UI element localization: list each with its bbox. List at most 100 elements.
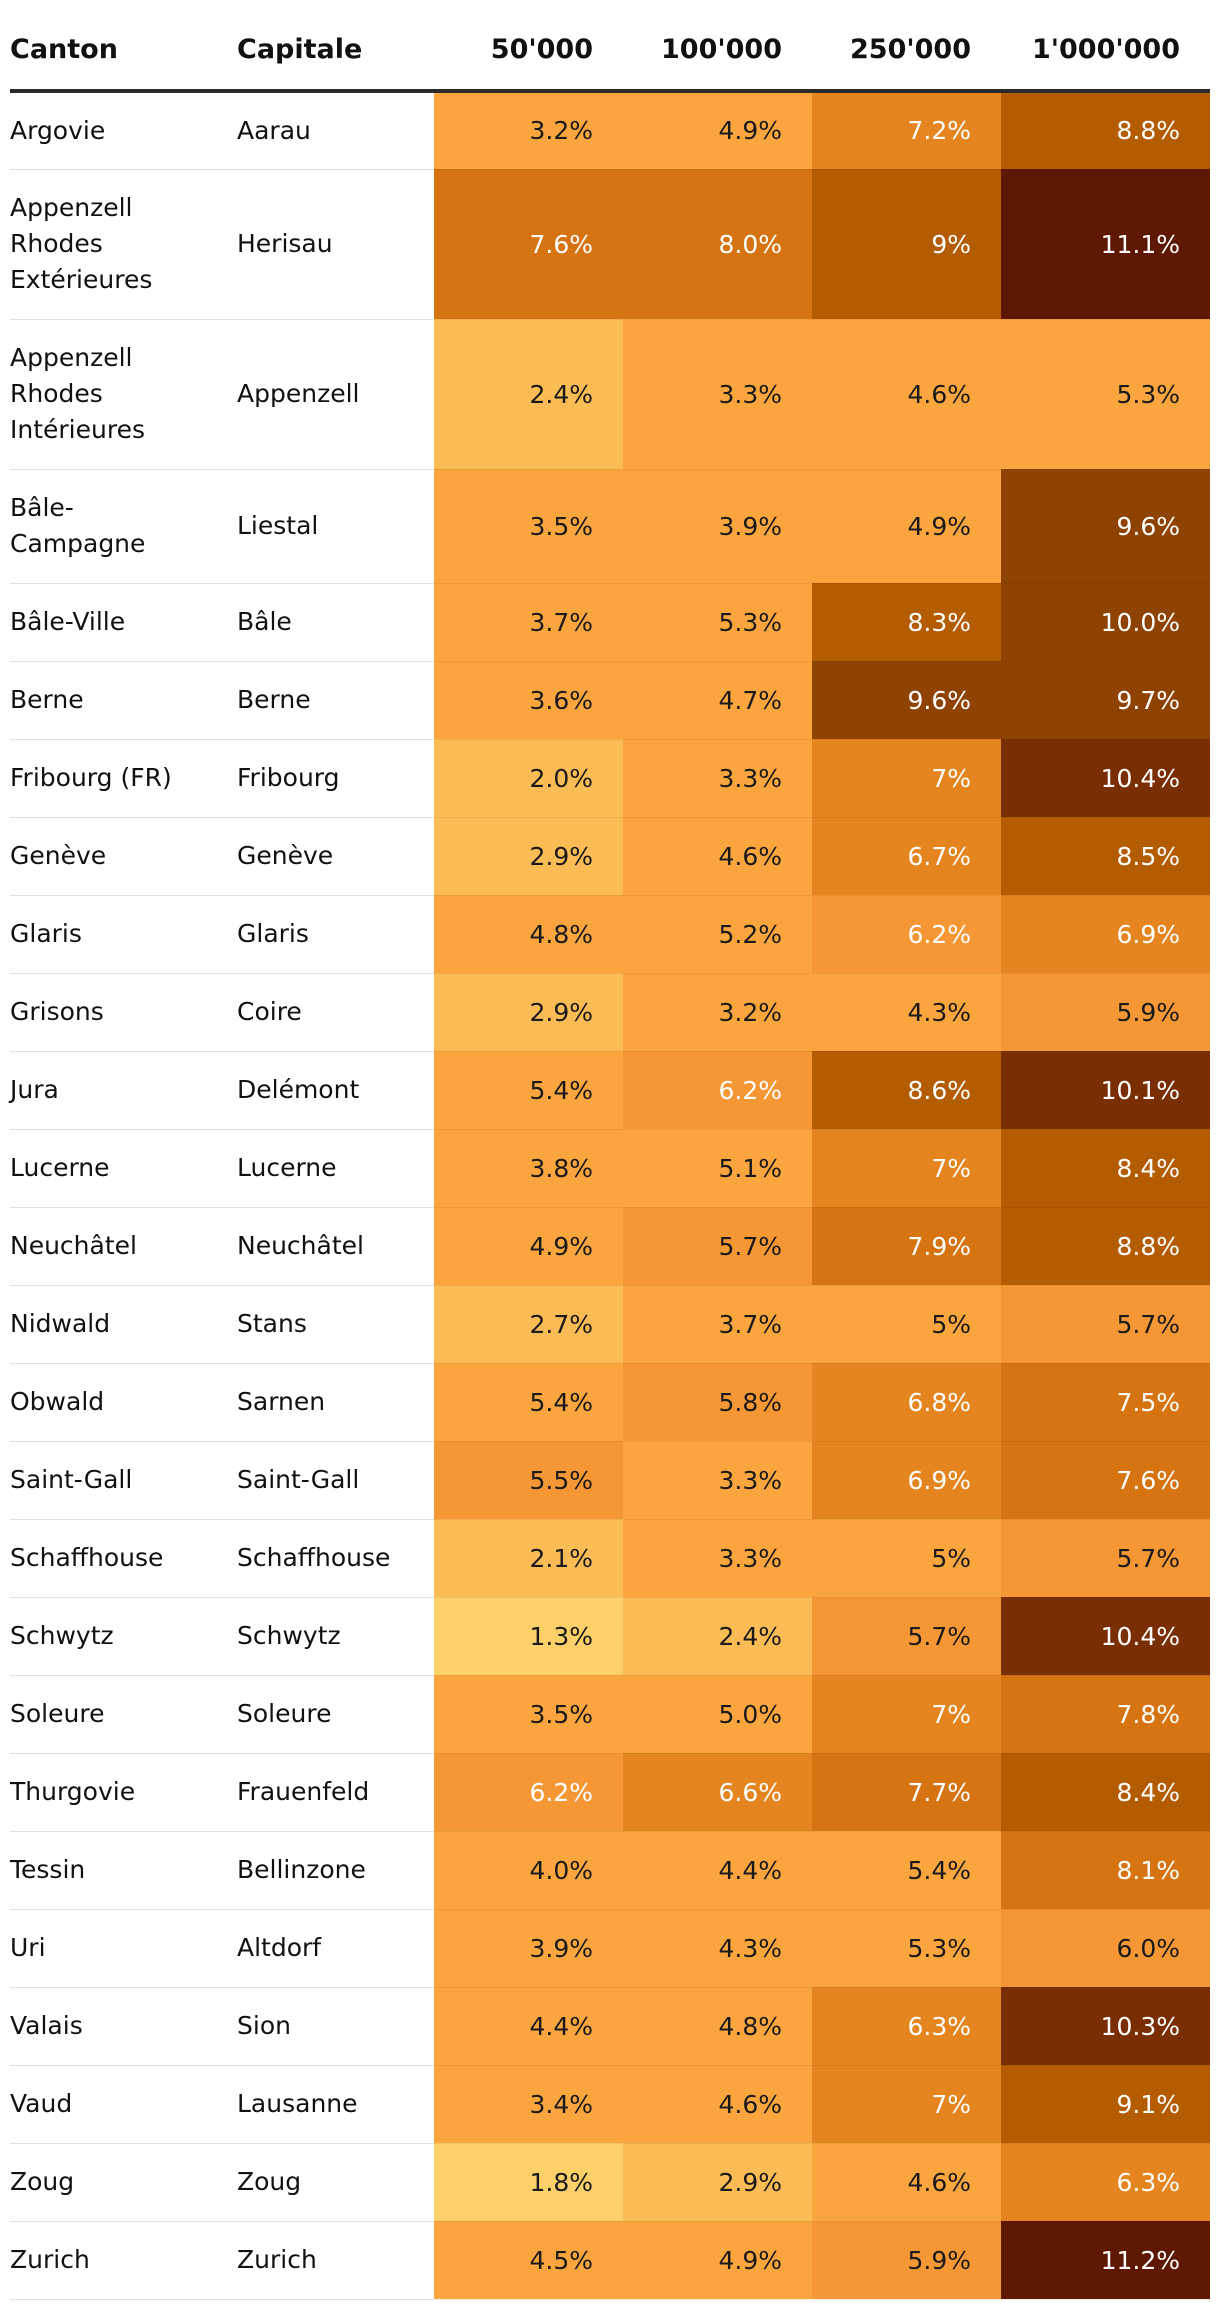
- value-100000-cell: 6.2%: [623, 1051, 812, 1130]
- value-50000-cell: 2.4%: [434, 319, 623, 470]
- table-row: Bâle-Campagne Liestal 3.5% 3.9% 4.9% 9.6%: [10, 469, 1210, 584]
- value-50000-cell: 5.5%: [434, 1441, 623, 1520]
- value-100000-cell: 3.3%: [623, 1519, 812, 1598]
- table-row: Uri Altdorf 3.9% 4.3% 5.3% 6.0%: [10, 1909, 1210, 1988]
- value-100000-cell: 3.9%: [623, 469, 812, 584]
- tax-rate-table: Canton Capitale 50'000 100'000 250'000 1…: [10, 10, 1210, 2300]
- canton-cell: Soleure: [10, 1675, 237, 1754]
- table-row: Schwytz Schwytz 1.3% 2.4% 5.7% 10.4%: [10, 1597, 1210, 1676]
- capitale-cell: Fribourg: [237, 739, 434, 818]
- table-row: Glaris Glaris 4.8% 5.2% 6.2% 6.9%: [10, 895, 1210, 974]
- capitale-cell: Schwytz: [237, 1597, 434, 1676]
- value-50000-cell: 3.8%: [434, 1129, 623, 1208]
- value-100000-cell: 3.7%: [623, 1285, 812, 1364]
- value-250000-cell: 7%: [812, 1675, 1001, 1754]
- canton-cell: Saint-Gall: [10, 1441, 237, 1520]
- value-250000-cell: 4.6%: [812, 319, 1001, 470]
- value-1000000-cell: 9.6%: [1001, 469, 1210, 584]
- header-row: Canton Capitale 50'000 100'000 250'000 1…: [10, 10, 1210, 93]
- canton-cell: Uri: [10, 1909, 237, 1988]
- table-row: Appenzell Rhodes Extérieures Herisau 7.6% 8…: [10, 169, 1210, 320]
- value-250000-cell: 7%: [812, 739, 1001, 818]
- value-100000-cell: 3.3%: [623, 319, 812, 470]
- canton-cell: Glaris: [10, 895, 237, 974]
- value-100000-cell: 5.7%: [623, 1207, 812, 1286]
- value-250000-cell: 9%: [812, 169, 1001, 320]
- header-canton: Canton: [10, 10, 237, 93]
- value-250000-cell: 5.9%: [812, 2221, 1001, 2300]
- value-100000-cell: 4.8%: [623, 1987, 812, 2066]
- value-250000-cell: 7.2%: [812, 91, 1001, 170]
- value-50000-cell: 7.6%: [434, 169, 623, 320]
- value-1000000-cell: 10.3%: [1001, 1987, 1210, 2066]
- capitale-cell: Berne: [237, 661, 434, 740]
- table-row: Argovie Aarau 3.2% 4.9% 7.2% 8.8%: [10, 91, 1210, 170]
- value-50000-cell: 3.5%: [434, 469, 623, 584]
- capitale-cell: Altdorf: [237, 1909, 434, 1988]
- canton-cell: Lucerne: [10, 1129, 237, 1208]
- value-100000-cell: 5.0%: [623, 1675, 812, 1754]
- table-row: Saint-Gall Saint-Gall 5.5% 3.3% 6.9% 7.6%: [10, 1441, 1210, 1520]
- value-50000-cell: 4.5%: [434, 2221, 623, 2300]
- table-body: Argovie Aarau 3.2% 4.9% 7.2% 8.8% Appenzell Rh…: [10, 91, 1210, 2300]
- canton-cell: Appenzell Rhodes Intérieures: [10, 319, 237, 470]
- capitale-cell: Zurich: [237, 2221, 434, 2300]
- capitale-cell: Soleure: [237, 1675, 434, 1754]
- value-50000-cell: 5.4%: [434, 1363, 623, 1442]
- capitale-cell: Zoug: [237, 2143, 434, 2222]
- header-1000000: 1'000'000: [1001, 10, 1210, 93]
- canton-cell: Tessin: [10, 1831, 237, 1910]
- value-50000-cell: 2.1%: [434, 1519, 623, 1598]
- header-capitale: Capitale: [237, 10, 434, 93]
- capitale-cell: Sarnen: [237, 1363, 434, 1442]
- value-50000-cell: 1.8%: [434, 2143, 623, 2222]
- value-1000000-cell: 11.2%: [1001, 2221, 1210, 2300]
- value-100000-cell: 4.9%: [623, 91, 812, 170]
- value-1000000-cell: 6.3%: [1001, 2143, 1210, 2222]
- table-row: Lucerne Lucerne 3.8% 5.1% 7% 8.4%: [10, 1129, 1210, 1208]
- value-100000-cell: 3.3%: [623, 739, 812, 818]
- value-1000000-cell: 5.7%: [1001, 1519, 1210, 1598]
- value-1000000-cell: 7.8%: [1001, 1675, 1210, 1754]
- value-1000000-cell: 6.0%: [1001, 1909, 1210, 1988]
- value-50000-cell: 6.2%: [434, 1753, 623, 1832]
- value-250000-cell: 5%: [812, 1285, 1001, 1364]
- value-100000-cell: 5.3%: [623, 583, 812, 662]
- value-250000-cell: 5.4%: [812, 1831, 1001, 1910]
- table-row: Thurgovie Frauenfeld 6.2% 6.6% 7.7% 8.4%: [10, 1753, 1210, 1832]
- value-1000000-cell: 10.0%: [1001, 583, 1210, 662]
- capitale-cell: Stans: [237, 1285, 434, 1364]
- canton-cell: Nidwald: [10, 1285, 237, 1364]
- capitale-cell: Delémont: [237, 1051, 434, 1130]
- value-100000-cell: 3.3%: [623, 1441, 812, 1520]
- table-row: Vaud Lausanne 3.4% 4.6% 7% 9.1%: [10, 2065, 1210, 2144]
- tax-rate-table-container: Canton Capitale 50'000 100'000 250'000 1…: [10, 10, 1210, 2300]
- table-row: Grisons Coire 2.9% 3.2% 4.3% 5.9%: [10, 973, 1210, 1052]
- canton-cell: Thurgovie: [10, 1753, 237, 1832]
- value-100000-cell: 4.4%: [623, 1831, 812, 1910]
- canton-cell: Obwald: [10, 1363, 237, 1442]
- capitale-cell: Lausanne: [237, 2065, 434, 2144]
- value-1000000-cell: 6.9%: [1001, 895, 1210, 974]
- value-1000000-cell: 8.8%: [1001, 91, 1210, 170]
- capitale-cell: Aarau: [237, 91, 434, 170]
- value-50000-cell: 4.0%: [434, 1831, 623, 1910]
- table-row: Zurich Zurich 4.5% 4.9% 5.9% 11.2%: [10, 2221, 1210, 2300]
- canton-cell: Genève: [10, 817, 237, 896]
- value-250000-cell: 5.3%: [812, 1909, 1001, 1988]
- value-50000-cell: 3.4%: [434, 2065, 623, 2144]
- header-100000: 100'000: [623, 10, 812, 93]
- capitale-cell: Schaffhouse: [237, 1519, 434, 1598]
- canton-cell: Bâle-Ville: [10, 583, 237, 662]
- capitale-cell: Genève: [237, 817, 434, 896]
- value-1000000-cell: 8.1%: [1001, 1831, 1210, 1910]
- canton-cell: Jura: [10, 1051, 237, 1130]
- value-100000-cell: 4.6%: [623, 2065, 812, 2144]
- canton-cell: Valais: [10, 1987, 237, 2066]
- capitale-cell: Neuchâtel: [237, 1207, 434, 1286]
- value-50000-cell: 2.0%: [434, 739, 623, 818]
- table-row: Tessin Bellinzone 4.0% 4.4% 5.4% 8.1%: [10, 1831, 1210, 1910]
- value-50000-cell: 5.4%: [434, 1051, 623, 1130]
- canton-cell: Schaffhouse: [10, 1519, 237, 1598]
- value-1000000-cell: 5.9%: [1001, 973, 1210, 1052]
